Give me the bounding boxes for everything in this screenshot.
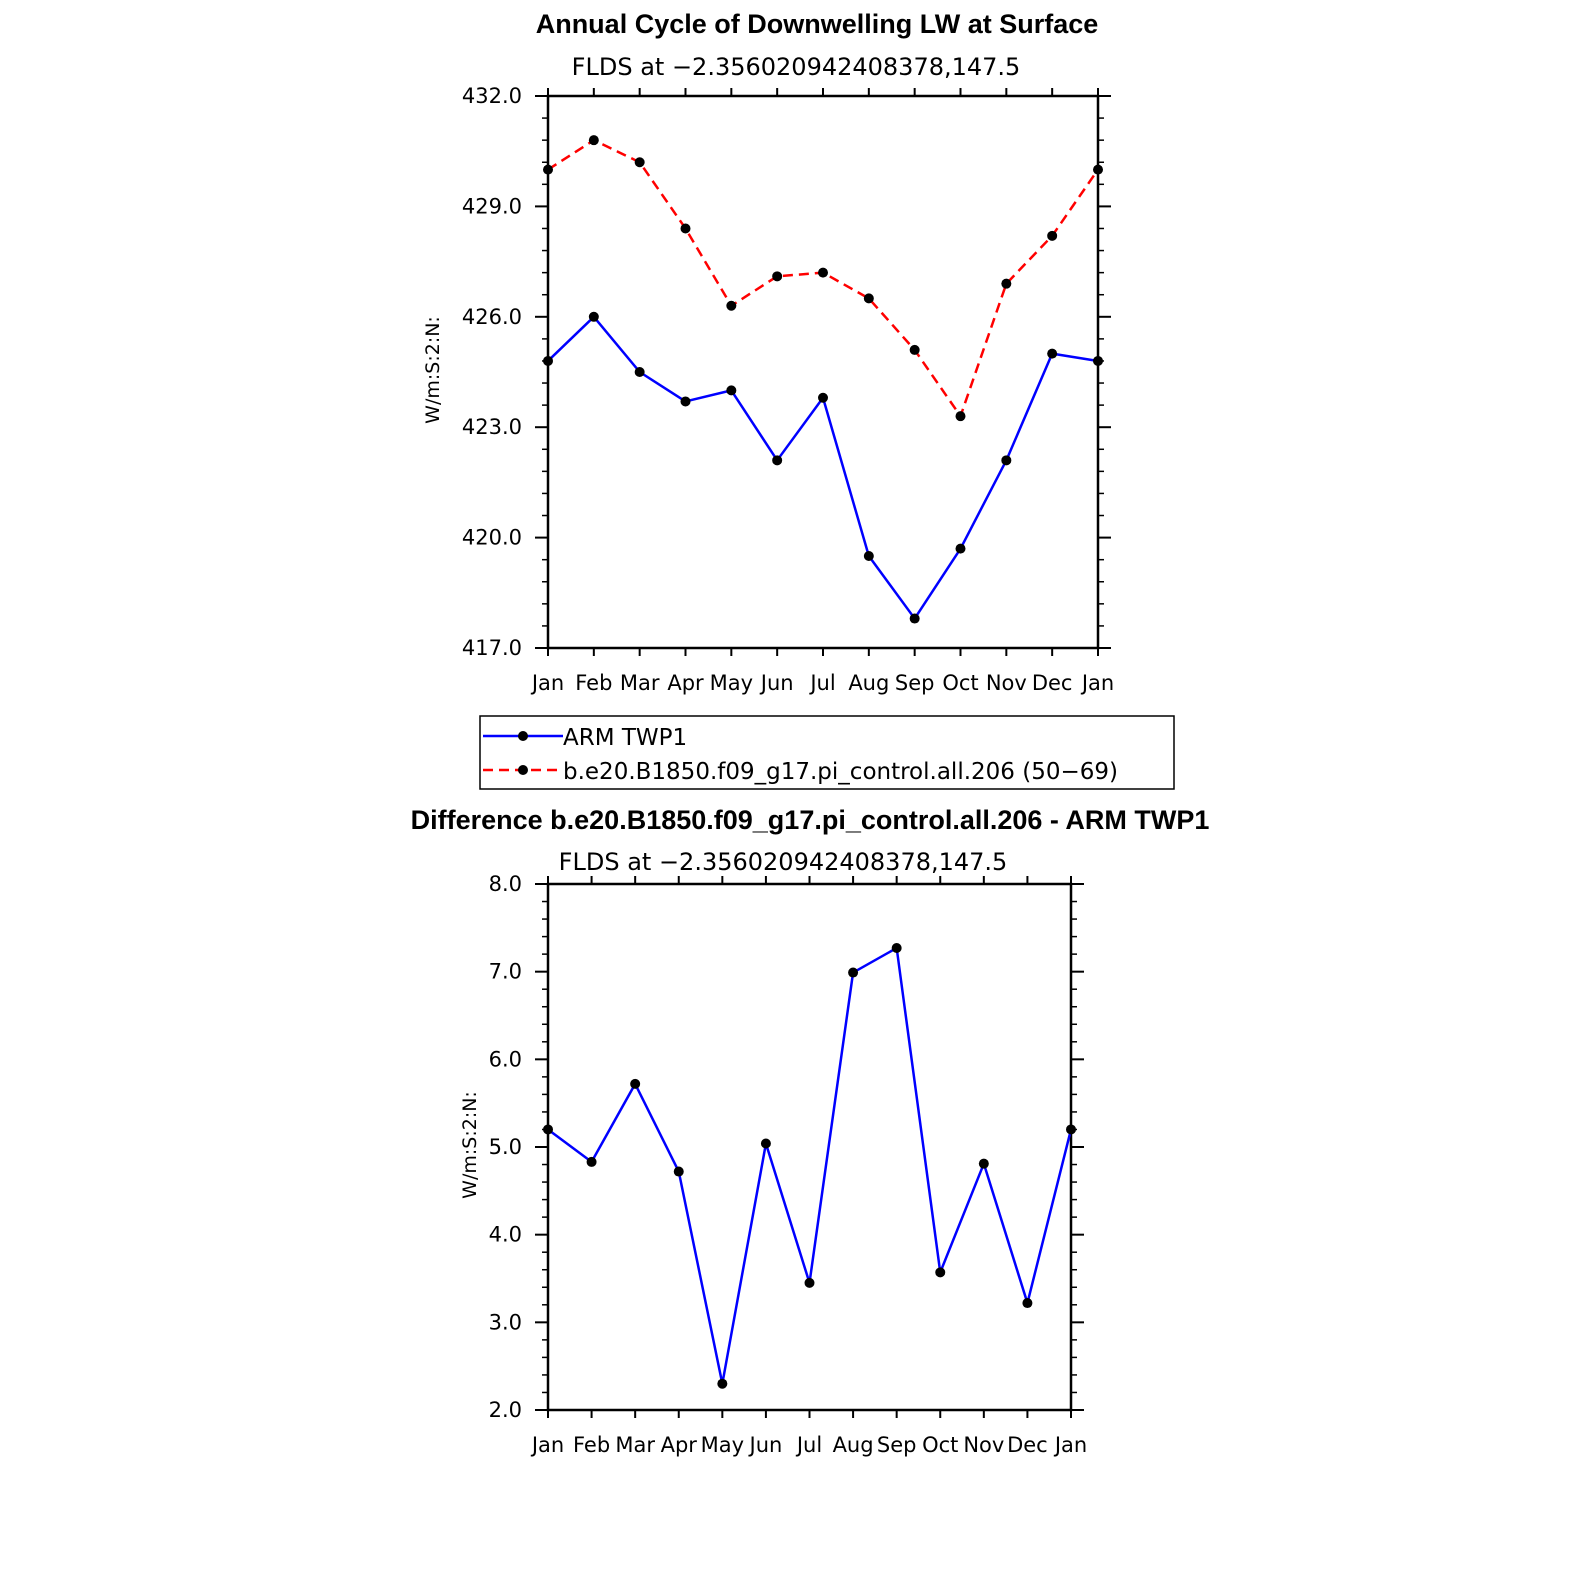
chart1-series-1-point xyxy=(1093,164,1103,175)
chart1-series-0-point xyxy=(680,396,691,407)
chart1-y-tick-label: 417.0 xyxy=(462,636,522,660)
chart2-x-tick-label: Aug xyxy=(833,1433,874,1457)
chart1-series-1-point xyxy=(909,344,920,355)
chart1-y-tick-label: 432.0 xyxy=(462,84,522,108)
chart1-series-1-point xyxy=(634,157,645,168)
chart1-series-0-line xyxy=(547,315,1099,620)
chart2-series-0-point xyxy=(673,1166,684,1177)
chart2-series-0-point xyxy=(1022,1298,1033,1309)
chart2-x-tick-label: Sep xyxy=(877,1433,917,1457)
chart2-series-0-point xyxy=(543,1124,553,1135)
chart2-y-tick-label: 8.0 xyxy=(489,872,522,896)
chart1-subtitle: FLDS at −2.356020942408378,147.5 xyxy=(572,53,1021,81)
chart1-series-0-point xyxy=(955,543,966,554)
chart2-x-tick-label: Jul xyxy=(795,1433,822,1457)
chart2-series-0-point xyxy=(891,942,902,953)
chart2-subtitle: FLDS at −2.356020942408378,147.5 xyxy=(559,848,1008,876)
chart2-x-tick-label: Jan xyxy=(530,1433,564,1457)
chart2-x-tick-label: May xyxy=(701,1433,744,1457)
chart2-x-tick-label: Oct xyxy=(922,1433,958,1457)
chart2-plot: Jan Feb Mar Apr May Jun Jul Aug Sep Oct Nov Dec Jan2… xyxy=(489,872,1088,1457)
chart1-y-tick-label: 420.0 xyxy=(462,526,522,550)
chart1-series-1-point xyxy=(1047,230,1058,241)
chart2-series-0-point xyxy=(760,1138,771,1149)
chart1-series-1-line xyxy=(547,138,1100,418)
chart2-x-tick-label: Nov xyxy=(963,1433,1004,1457)
chart1-series-1-point xyxy=(588,135,599,146)
legend-label-arm: ARM TWP1 xyxy=(563,725,687,751)
chart1-x-tick-label: Oct xyxy=(942,671,978,695)
chart2-series-0-point xyxy=(1066,1124,1076,1135)
chart1-x-tick-label: Jun xyxy=(759,671,794,695)
chart1-x-tick-label: Apr xyxy=(667,671,704,695)
chart1-x-tick-label: May xyxy=(710,671,753,695)
chart2-series-0-point xyxy=(717,1378,728,1389)
chart1-series-0-point xyxy=(909,613,920,624)
chart2-series-0-point xyxy=(586,1156,597,1167)
chart2-x-tick-label: Dec xyxy=(1007,1433,1048,1457)
chart1-series-0-point xyxy=(772,455,783,466)
chart1-series-1-point xyxy=(543,164,553,175)
chart1-x-tick-label: Sep xyxy=(895,671,935,695)
chart1-x-tick-label: Nov xyxy=(986,671,1027,695)
chart1-series-0-point xyxy=(818,392,828,403)
chart2-y-tick-label: 2.0 xyxy=(489,1398,522,1422)
chart1-x-tick-label: Mar xyxy=(620,671,660,695)
chart1-series-0-point xyxy=(588,311,599,322)
chart1-series-0-point xyxy=(726,385,737,396)
chart1-y-axis-label: W/m:S:2:N: xyxy=(422,316,444,424)
chart2-y-tick-label: 3.0 xyxy=(489,1310,522,1334)
chart1-series-0-point xyxy=(1093,355,1103,366)
chart1-y-tick-label: 429.0 xyxy=(462,194,522,218)
chart1-series-1-point xyxy=(955,411,966,422)
chart2-plot-frame xyxy=(546,882,1073,1412)
chart1-series-1-point xyxy=(863,293,874,304)
chart1-x-tick-label: Jan xyxy=(1080,671,1114,695)
chart1-series-1-point xyxy=(818,267,828,278)
chart2-y-axis-label: W/m:S:2:N: xyxy=(459,1091,481,1199)
chart1-x-tick-label: Jan xyxy=(530,671,564,695)
chart1-series-0-point xyxy=(1047,348,1058,359)
chart1-legend: ARM TWP1 b.e20.B1850.f09_g17.pi_control.… xyxy=(479,715,1175,790)
chart1-plot-frame xyxy=(546,94,1100,650)
chart1-series-0-point xyxy=(634,367,645,377)
chart1-series-1-point xyxy=(726,300,737,311)
chart1-x-tick-label: Aug xyxy=(848,671,889,695)
chart2-x-tick-label: Apr xyxy=(661,1433,698,1457)
chart1-series-1-point xyxy=(680,223,691,234)
chart1-plot: Jan Feb Mar Apr May Jun Jul Aug Sep Oct Nov Dec Jan 4… xyxy=(462,84,1114,695)
chart1-title: Annual Cycle of Downwelling LW at Surfac… xyxy=(536,9,1099,39)
chart1-series-0-point xyxy=(1001,455,1012,466)
chart2-series-0-point xyxy=(978,1158,989,1169)
chart1-y-tick-label: 423.0 xyxy=(462,415,522,439)
chart2-series-0-point xyxy=(804,1277,815,1288)
chart2-series-0-line xyxy=(547,946,1073,1385)
chart1-series-1-point xyxy=(772,271,783,282)
chart1-series-0-point xyxy=(543,355,553,366)
chart1-x-tick-label: Jul xyxy=(808,671,835,695)
chart1-x-tick-label: Dec xyxy=(1032,671,1073,695)
chart1-x-tick-label: Feb xyxy=(575,671,612,695)
chart2-y-tick-label: 6.0 xyxy=(489,1047,522,1071)
chart2-series-0-point xyxy=(935,1267,946,1278)
chart1-series-1-point xyxy=(1001,278,1012,289)
chart2-x-tick-label: Feb xyxy=(573,1433,610,1457)
chart2-title: Difference b.e20.B1850.f09_g17.pi_contro… xyxy=(411,805,1210,835)
chart2-y-tick-label: 7.0 xyxy=(489,960,522,984)
chart2-series-0-point xyxy=(848,967,859,978)
legend-marker-arm xyxy=(518,731,528,741)
chart2-y-tick-label: 5.0 xyxy=(489,1135,522,1159)
chart1-y-tick-label: 426.0 xyxy=(462,305,522,329)
chart1-series-0-point xyxy=(863,551,874,561)
legend-marker-model xyxy=(518,765,528,775)
chart2-x-tick-label: Jan xyxy=(1053,1433,1087,1457)
legend-label-model: b.e20.B1850.f09_g17.pi_control.all.206 (… xyxy=(563,759,1118,785)
chart2-x-tick-label: Jun xyxy=(748,1433,783,1457)
chart2-x-tick-label: Mar xyxy=(615,1433,655,1457)
chart2-series-0-point xyxy=(630,1078,641,1089)
legend-frame xyxy=(479,715,1175,790)
chart2-y-tick-label: 4.0 xyxy=(489,1223,522,1247)
